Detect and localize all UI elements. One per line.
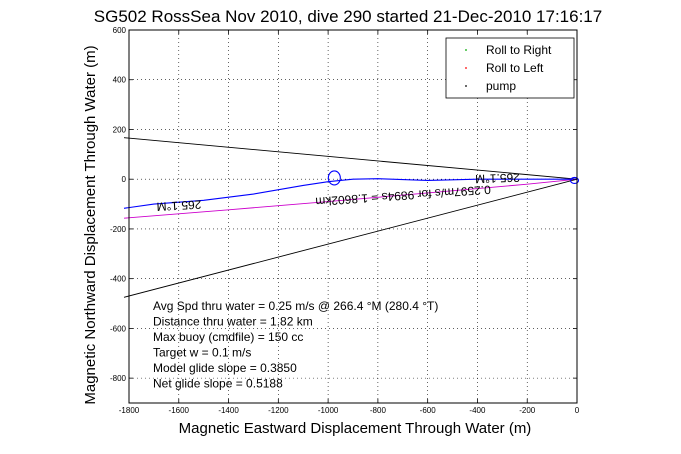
legend-label: Roll to Right [486,43,552,57]
chart-title: SG502 RossSea Nov 2010, dive 290 started… [94,7,602,26]
x-tick-label: -200 [519,406,536,415]
y-tick-label: 600 [113,26,127,35]
upper-cone [123,137,578,180]
x-tick-label: -1600 [169,406,190,415]
stats-annotations: Avg Spd thru water = 0.25 m/s @ 266.4 °M… [153,299,438,391]
x-tick-label: -1000 [318,406,339,415]
x-tick-label: -1800 [119,406,140,415]
stats-line: Model glide slope = 0.3850 [153,361,297,375]
legend-marker [465,67,467,69]
x-tick-label: -600 [420,406,437,415]
x-tick-label: -1200 [268,406,289,415]
stats-line: Max buoy (cmdfile) = 150 cc [153,330,303,344]
y-tick-label: -400 [110,275,127,284]
plot-border [128,29,578,404]
x-axis-label: Magnetic Eastward Displacement Through W… [179,420,532,437]
glide-line [123,178,578,219]
y-tick-label: 0 [122,175,127,184]
x-tick-label: -400 [469,406,486,415]
x-tick-label: -800 [370,406,387,415]
legend: Roll to Right Roll to Left pump [445,37,575,99]
track-loop [327,170,341,186]
track-loop [569,176,580,184]
legend-label: Roll to Left [486,61,544,75]
legend-marker [465,85,467,87]
stats-line: Target w = 0.1 m/s [153,346,251,360]
legend-marker [465,49,467,51]
track-label: 265.1°M [475,170,520,186]
y-tick-label: -800 [110,374,127,383]
stats-line: Avg Spd thru water = 0.25 m/s @ 266.4 °M… [153,299,438,313]
x-tick-label: 0 [575,406,580,415]
legend-label: pump [486,79,516,93]
legend-box [445,37,575,99]
track-label: 265.1°M [156,197,201,213]
y-tick-label: 400 [113,76,127,85]
y-tick-label: 200 [113,125,127,134]
stats-line: Distance thru water = 1.82 km [153,315,313,329]
y-tick-label: -600 [110,324,127,333]
stats-line: Net glide slope = 0.5188 [153,377,283,391]
tracks [123,137,580,298]
axis-ticks: -1800 -1600 -1400 -1200 -1000 -800 -600 -400 -20… [110,26,580,415]
lower-cone [123,178,578,298]
track-line [123,178,577,209]
x-tick-label: -1400 [218,406,239,415]
y-axis-label: Magnetic Northward Displacement Through … [82,45,99,404]
y-tick-label: -200 [110,225,127,234]
